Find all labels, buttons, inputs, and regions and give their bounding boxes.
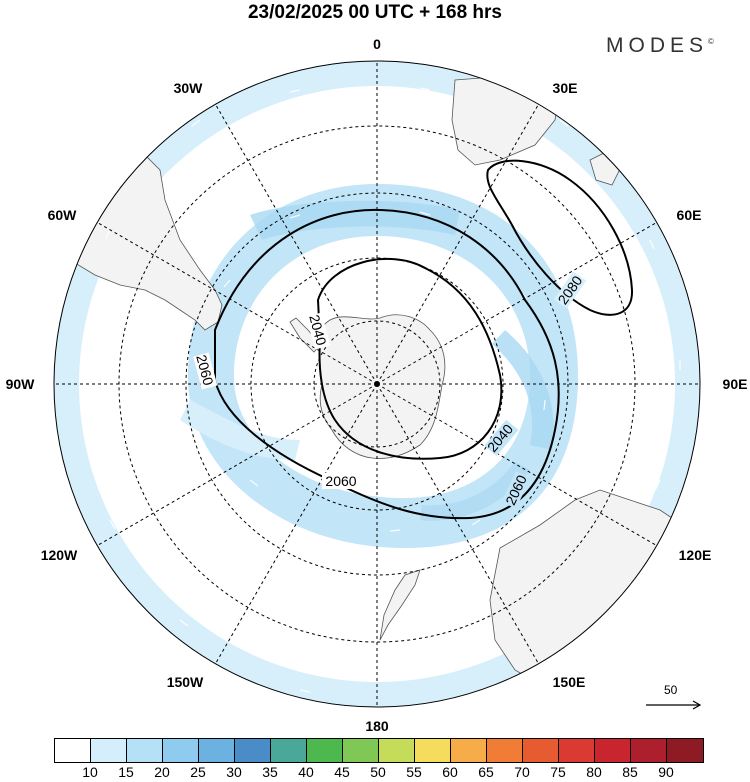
wind-band-jet-core-east bbox=[492, 330, 554, 450]
contour-2080 bbox=[486, 159, 634, 316]
contour-labels: 2080 2040 2040 2060 2060 2060 bbox=[193, 271, 587, 509]
colorbar-cell bbox=[451, 739, 487, 762]
colorbar-tick-label: 15 bbox=[118, 764, 134, 780]
contour-label-2040-west: 2040 bbox=[306, 313, 330, 347]
colorbar-tick-label: 60 bbox=[442, 764, 458, 780]
colorbar-cell bbox=[595, 739, 631, 762]
longitude-labels: 0 30E 60E 90E 120E 150E 180 150W 120W 90… bbox=[6, 36, 748, 734]
colorbar-cell bbox=[631, 739, 667, 762]
wind-band-branch bbox=[180, 400, 300, 460]
lon-label-30e: 30E bbox=[553, 80, 578, 96]
brand-copyright: © bbox=[708, 37, 714, 46]
map-title: 23/02/2025 00 UTC + 168 hrs bbox=[247, 2, 503, 23]
colorbar-tick-label: 20 bbox=[154, 764, 170, 780]
colorbar-cell bbox=[559, 739, 595, 762]
colorbar-cell bbox=[415, 739, 451, 762]
brand-logo: MODES© bbox=[606, 34, 714, 58]
colorbar-cell bbox=[127, 739, 163, 762]
colorbar-tick-label: 65 bbox=[478, 764, 494, 780]
colorbar-cell bbox=[307, 739, 343, 762]
land-new-zealand bbox=[379, 569, 421, 641]
colorbar-tick-label: 35 bbox=[262, 764, 278, 780]
colorbar-cell bbox=[271, 739, 307, 762]
reference-vector-arrow bbox=[646, 700, 702, 710]
contour-2040 bbox=[316, 257, 503, 460]
colorbar-cell bbox=[55, 739, 91, 762]
colorbar-tick-labels: 10 15 20 25 30 35 40 45 50 55 60 65 70 75 80 85 90 bbox=[0, 764, 750, 782]
colorbar-tick-label: 70 bbox=[514, 764, 530, 780]
lon-label-60w: 60W bbox=[48, 207, 78, 223]
colorbar-cell bbox=[163, 739, 199, 762]
lon-label-120e: 120E bbox=[679, 547, 712, 563]
lon-label-120w: 120W bbox=[41, 547, 78, 563]
lon-label-150w: 150W bbox=[167, 674, 204, 690]
lon-label-180: 180 bbox=[365, 718, 389, 734]
colorbar-cell bbox=[199, 739, 235, 762]
reference-vector-label: 50 bbox=[664, 683, 678, 697]
colorbar-tick-label: 45 bbox=[334, 764, 350, 780]
colorbar-tick-label: 30 bbox=[226, 764, 242, 780]
colorbar-cell bbox=[667, 739, 703, 762]
colorbar-tick-label: 25 bbox=[190, 764, 206, 780]
colorbar-tick-label: 55 bbox=[406, 764, 422, 780]
colorbar-cell bbox=[343, 739, 379, 762]
colorbar bbox=[54, 738, 704, 763]
wind-band-jet-core bbox=[250, 200, 460, 240]
colorbar-tick-label: 75 bbox=[550, 764, 566, 780]
land-antarctic-peninsula bbox=[289, 317, 321, 353]
lon-label-90w: 90W bbox=[6, 376, 36, 392]
contour-label-2060-west: 2060 bbox=[193, 353, 217, 387]
lon-label-60e: 60E bbox=[677, 207, 702, 223]
colorbar-tick-label: 90 bbox=[658, 764, 674, 780]
colorbar-tick-label: 10 bbox=[82, 764, 98, 780]
colorbar-cell bbox=[379, 739, 415, 762]
colorbar-cell bbox=[235, 739, 271, 762]
colorbar-tick-label: 40 bbox=[298, 764, 314, 780]
lon-label-150e: 150E bbox=[553, 674, 586, 690]
lon-label-30w: 30W bbox=[174, 80, 204, 96]
colorbar-tick-label: 50 bbox=[370, 764, 386, 780]
south-pole-marker bbox=[374, 381, 380, 387]
contour-label-2060-south: 2060 bbox=[325, 473, 356, 489]
map-outline bbox=[53, 60, 701, 708]
lon-label-90e: 90E bbox=[723, 376, 748, 392]
colorbar-tick-label: 85 bbox=[622, 764, 638, 780]
colorbar-cell bbox=[487, 739, 523, 762]
lon-label-0: 0 bbox=[373, 36, 381, 52]
colorbar-cell bbox=[523, 739, 559, 762]
colorbar-cell bbox=[91, 739, 127, 762]
colorbar-tick-label: 80 bbox=[586, 764, 602, 780]
brand-name: MODES bbox=[606, 34, 709, 57]
